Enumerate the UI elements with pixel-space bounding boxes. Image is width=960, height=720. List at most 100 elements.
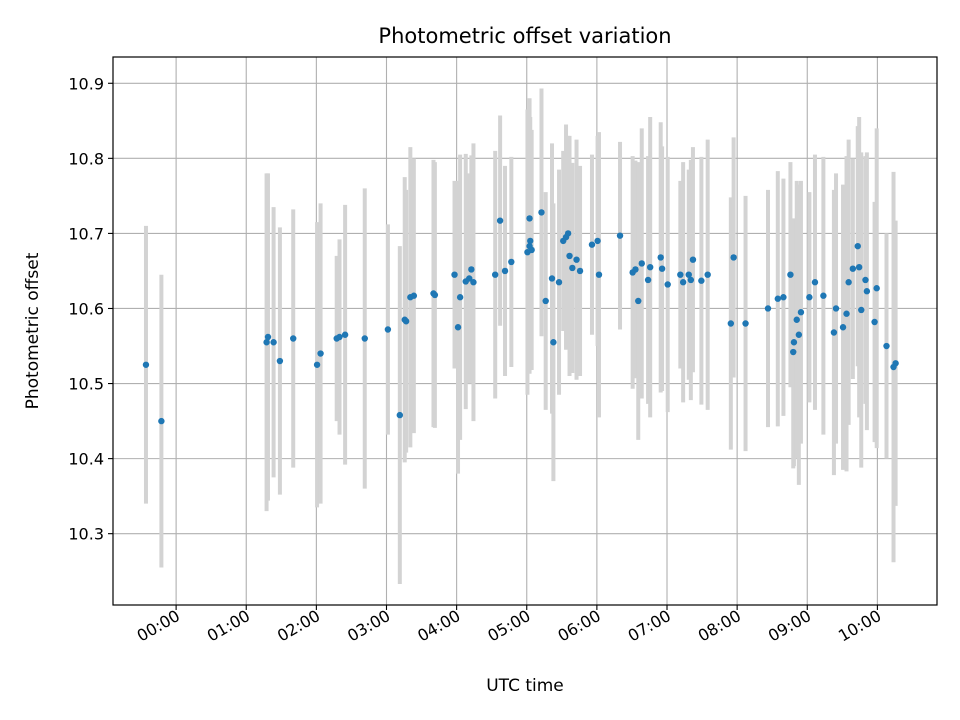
- data-point: [341, 331, 349, 338]
- data-point: [576, 267, 584, 275]
- x-axis-label: UTC time: [486, 676, 564, 696]
- data-point: [336, 333, 343, 341]
- data-point: [727, 320, 735, 327]
- data-point: [566, 252, 573, 260]
- data-point: [264, 333, 272, 341]
- data-point: [158, 417, 165, 425]
- data-point: [677, 271, 684, 278]
- data-point: [839, 324, 847, 331]
- data-point: [704, 271, 711, 278]
- data-point: [142, 361, 150, 368]
- data-point: [658, 265, 666, 272]
- data-point: [830, 329, 838, 336]
- y-tick-label: 10.5: [68, 375, 104, 394]
- data-point: [790, 339, 798, 346]
- data-point: [527, 237, 534, 245]
- data-point: [396, 411, 404, 419]
- data-points: [142, 209, 899, 425]
- data-point: [849, 265, 857, 272]
- data-point: [863, 288, 871, 295]
- y-tick-label: 10.7: [68, 224, 104, 243]
- data-point: [451, 271, 458, 278]
- data-point: [555, 279, 563, 286]
- data-point: [657, 254, 664, 261]
- data-point: [317, 350, 324, 357]
- data-point: [832, 305, 840, 312]
- data-point: [466, 275, 473, 282]
- data-point: [470, 279, 477, 286]
- data-point: [594, 237, 601, 245]
- data-point: [491, 271, 499, 278]
- plot-frame: [112, 56, 938, 606]
- data-point: [646, 263, 654, 271]
- data-point: [687, 276, 695, 284]
- data-point: [644, 276, 652, 284]
- data-point: [793, 316, 800, 323]
- data-point: [742, 320, 749, 327]
- data-point: [361, 335, 368, 342]
- data-point: [873, 285, 880, 292]
- y-axis-label: Photometric offset: [23, 252, 43, 409]
- data-point: [501, 267, 509, 275]
- y-tick-label: 10.8: [68, 149, 104, 168]
- data-point: [764, 305, 772, 312]
- chart-title: Photometric offset variation: [378, 24, 671, 48]
- data-point: [402, 318, 410, 325]
- y-tick-label: 10.9: [68, 74, 104, 93]
- data-point: [569, 264, 576, 272]
- data-point: [263, 339, 270, 346]
- data-point: [550, 339, 557, 346]
- y-axis-ticks: 10.3 10.4 10.5 10.6 10.7 10.8 10.9: [68, 74, 113, 544]
- data-point: [892, 360, 899, 367]
- data-point: [858, 306, 865, 314]
- data-point: [855, 263, 863, 271]
- data-point: [538, 209, 545, 216]
- data-point: [685, 271, 692, 278]
- data-point: [270, 339, 277, 346]
- data-point: [276, 357, 284, 365]
- data-point: [431, 291, 439, 299]
- data-point: [290, 335, 297, 342]
- data-point: [616, 232, 624, 239]
- data-point: [588, 241, 596, 248]
- data-point: [854, 242, 861, 250]
- y-tick-label: 10.3: [68, 525, 104, 544]
- data-point: [496, 217, 504, 224]
- data-point: [595, 271, 603, 278]
- data-point: [313, 361, 321, 368]
- data-point: [573, 256, 580, 263]
- data-point: [508, 258, 515, 266]
- data-point: [548, 275, 556, 282]
- data-point: [456, 294, 464, 301]
- data-point: [698, 277, 705, 284]
- y-tick-label: 10.4: [68, 450, 104, 469]
- data-point: [679, 279, 687, 286]
- data-point: [787, 271, 794, 278]
- data-point: [806, 294, 813, 301]
- data-point: [542, 297, 549, 305]
- data-point: [564, 230, 572, 237]
- y-tick-label: 10.6: [68, 299, 104, 318]
- data-point: [797, 309, 805, 316]
- data-point: [871, 318, 878, 326]
- data-point: [635, 297, 642, 305]
- data-point: [632, 266, 639, 273]
- data-point: [638, 260, 645, 267]
- data-point: [454, 324, 462, 331]
- data-point: [883, 342, 890, 350]
- data-point: [795, 331, 803, 338]
- data-point: [528, 246, 535, 254]
- data-point: [780, 294, 787, 301]
- data-point: [790, 348, 797, 356]
- data-point: [811, 279, 819, 286]
- data-point: [730, 254, 737, 261]
- data-point: [410, 292, 418, 299]
- data-point: [820, 292, 827, 299]
- data-point: [845, 279, 852, 286]
- data-point: [774, 295, 782, 302]
- data-point: [468, 266, 475, 273]
- data-point: [862, 276, 869, 284]
- data-point: [843, 310, 850, 317]
- data-point: [664, 281, 671, 288]
